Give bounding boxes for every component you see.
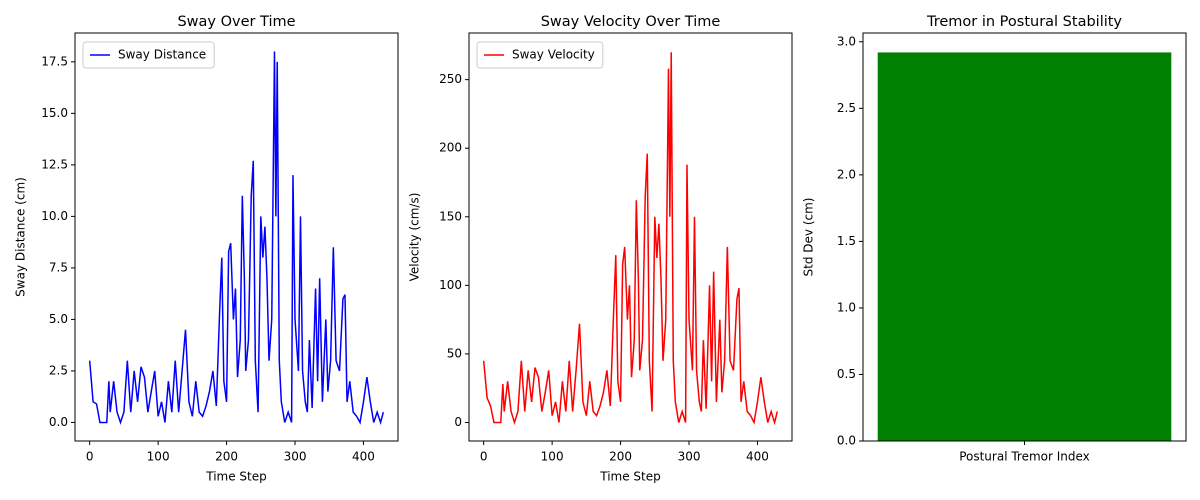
y-tick-label: 0 <box>454 415 462 429</box>
legend-label: Sway Distance <box>118 48 206 62</box>
y-tick-label: 0.0 <box>49 415 68 429</box>
y-tick-label: 2.5 <box>837 101 856 115</box>
chart-title: Sway Velocity Over Time <box>541 14 721 30</box>
axes-frame <box>468 32 793 442</box>
axes-frame <box>74 32 399 442</box>
y-tick-label: 150 <box>439 209 462 223</box>
y-tick-label: 2.0 <box>837 167 856 181</box>
y-tick-label: 200 <box>439 141 462 155</box>
y-axis-label: Velocity (cm/s) <box>408 193 422 282</box>
y-tick-label: 0.5 <box>837 367 856 381</box>
line-series <box>482 52 779 426</box>
y-tick-label: 0.0 <box>837 434 856 448</box>
y-tick-label: 10.0 <box>41 209 68 223</box>
y-axis-label: Sway Distance (cm) <box>14 177 28 297</box>
x-tick-label: 200 <box>215 450 238 464</box>
x-tick-label: 100 <box>541 450 564 464</box>
y-tick-label: 3.0 <box>837 34 856 48</box>
legend: Sway Velocity <box>476 41 604 69</box>
y-tick-label: 12.5 <box>41 157 68 171</box>
y-tick-label: 17.5 <box>41 54 68 68</box>
line-series <box>88 51 385 426</box>
x-tick-label: 400 <box>746 450 769 464</box>
x-tick-label: 0 <box>86 450 94 464</box>
x-tick-label: 200 <box>609 450 632 464</box>
legend: Sway Distance <box>82 41 215 69</box>
x-tick-label: Postural Tremor Index <box>959 450 1090 464</box>
y-tick-label: 1.5 <box>837 234 856 248</box>
x-tick-label: 300 <box>284 450 307 464</box>
y-tick-label: 7.5 <box>49 260 68 274</box>
y-tick-label: 2.5 <box>49 363 68 377</box>
y-tick-label: 5.0 <box>49 312 68 326</box>
chart-title: Tremor in Postural Stability <box>926 14 1122 30</box>
x-axis-label: Time Step <box>205 470 267 484</box>
legend-box <box>476 41 604 69</box>
axes-frame <box>862 32 1187 442</box>
y-tick-label: 1.0 <box>837 300 856 314</box>
x-axis-label: Time Step <box>599 470 661 484</box>
bar <box>877 52 1172 442</box>
y-tick-label: 100 <box>439 278 462 292</box>
chart-title: Sway Over Time <box>177 14 295 30</box>
y-tick-label: 15.0 <box>41 106 68 120</box>
y-axis-label: Std Dev (cm) <box>802 198 816 277</box>
x-tick-label: 400 <box>352 450 375 464</box>
y-tick-label: 250 <box>439 72 462 86</box>
x-tick-label: 0 <box>480 450 488 464</box>
legend-label: Sway Velocity <box>512 48 595 62</box>
x-tick-label: 100 <box>147 450 170 464</box>
y-tick-label: 50 <box>447 346 462 360</box>
x-tick-label: 300 <box>678 450 701 464</box>
legend-box <box>82 41 215 69</box>
